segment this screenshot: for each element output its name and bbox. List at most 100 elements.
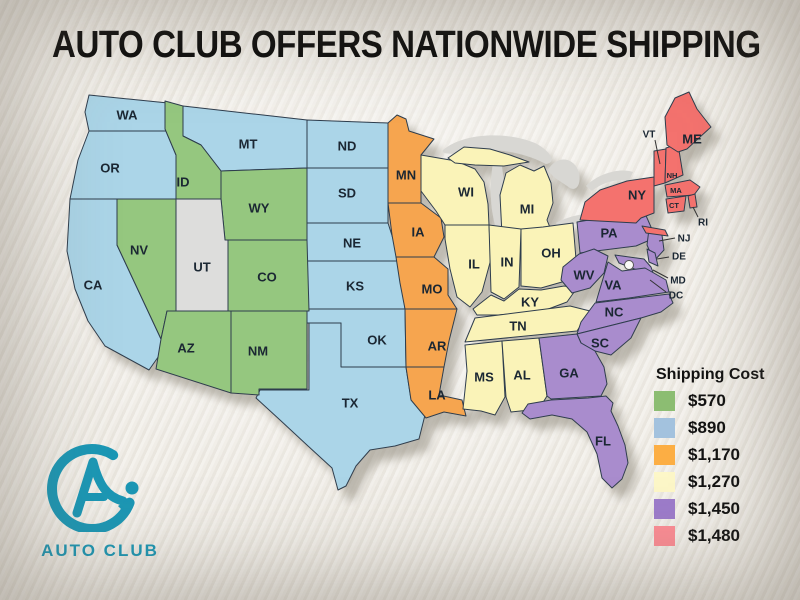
legend-title: Shipping Cost [656, 366, 765, 383]
state-nc [576, 293, 674, 335]
state-vt [653, 148, 667, 187]
legend-item-orange: $1,170 [654, 445, 764, 465]
state-label-ms: MS [474, 369, 494, 384]
state-ga [538, 333, 608, 400]
auto-club-logo: AUTO CLUB [28, 436, 172, 561]
state-label-ks: KS [346, 278, 364, 293]
state-va [595, 261, 670, 303]
legend-swatch-orange [654, 445, 675, 465]
legend-cost-label: $1,480 [688, 526, 740, 545]
state-label-ok: OK [367, 332, 387, 347]
legend-item-blue: $890 [654, 418, 764, 438]
logo-dot [125, 481, 139, 495]
state-label-la: LA [428, 387, 446, 402]
state-label-wv: WV [574, 267, 595, 282]
state-label-mo: MO [422, 281, 443, 296]
callout-line-de [656, 256, 670, 260]
logo-wordmark: AUTO CLUB [41, 541, 159, 560]
state-label-mn: MN [396, 167, 416, 182]
state-label-tx: TX [342, 395, 359, 410]
state-label-az: AZ [177, 340, 194, 355]
state-label-tn: TN [509, 318, 526, 333]
state-me [664, 91, 712, 153]
state-label-ar: AR [428, 338, 447, 353]
state-label-mt: MT [239, 136, 258, 151]
state-label-nc: NC [605, 304, 624, 319]
legend-item-red: $1,480 [654, 526, 764, 546]
state-label-ct: CT [669, 201, 679, 210]
state-label-il: IL [468, 256, 480, 271]
state-label-mi: MI [520, 201, 534, 216]
state-label-ma: MA [670, 186, 682, 195]
legend-cost-label: $570 [688, 391, 726, 410]
legend-rows: $570 $890 $1,170 $1,270 $1,450 $1,480 [654, 391, 764, 546]
state-label-al: AL [513, 367, 530, 382]
state-mi [447, 146, 530, 167]
state-label-oh: OH [541, 245, 561, 260]
callout-line-nj [658, 237, 676, 242]
state-or [69, 130, 177, 200]
state-wi [420, 154, 490, 226]
state-nm [230, 310, 308, 396]
state-label-sd: SD [338, 185, 356, 200]
state-label-or: OR [100, 160, 120, 175]
state-label-ca: CA [84, 277, 103, 292]
state-mo [395, 256, 458, 310]
state-label-id: ID [177, 174, 190, 189]
state-label-nd: ND [338, 138, 357, 153]
state-label-co: CO [257, 269, 277, 284]
state-la [405, 366, 467, 419]
state-label-wi: WI [458, 184, 474, 199]
state-callout-label-md: MD [670, 276, 686, 287]
state-callout-label-nj: NJ [678, 234, 691, 245]
state-callout-label-de: DE [672, 252, 686, 263]
state-label-ia: IA [412, 224, 426, 239]
great-lake-shape [548, 159, 580, 189]
state-ma [664, 179, 701, 198]
callout-line-md [652, 269, 669, 279]
state-ia [387, 202, 445, 258]
state-label-in: IN [501, 254, 514, 269]
state-mi [499, 164, 554, 236]
state-label-fl: FL [595, 433, 611, 448]
logo-swoosh-tip [118, 498, 130, 510]
state-fl [521, 395, 629, 489]
state-ny [641, 225, 669, 237]
legend-swatch-green [654, 391, 675, 411]
state-callout-label-vt: VT [643, 130, 656, 141]
legend-swatch-blue [654, 418, 675, 438]
state-label-nv: NV [130, 242, 148, 257]
state-label-va: VA [604, 277, 622, 292]
state-label-ga: GA [559, 365, 579, 380]
dc-marker-dot [624, 260, 634, 270]
state-label-me: ME [682, 131, 702, 146]
legend-swatch-purple [654, 499, 675, 519]
legend-item-purple: $1,450 [654, 499, 764, 519]
callout-line-ri [692, 206, 699, 218]
state-label-ky: KY [521, 294, 539, 309]
state-in [488, 224, 522, 300]
legend-item-yellow: $1,270 [654, 472, 764, 492]
state-label-wa: WA [117, 107, 139, 122]
state-label-nh: NH [667, 171, 678, 180]
legend-cost-label: $1,450 [688, 499, 740, 518]
state-ct [665, 195, 687, 214]
page-title: AUTO CLUB OFFERS NATIONWIDE SHIPPING [52, 24, 761, 66]
great-lake-shape [586, 170, 633, 191]
state-label-pa: PA [600, 225, 618, 240]
state-wv [560, 248, 609, 294]
legend-swatch-yellow [654, 472, 675, 492]
state-callout-label-ri: RI [698, 218, 708, 229]
state-callout-label-dc: DC [669, 291, 683, 302]
callout-line-dc [649, 279, 667, 293]
state-de [646, 248, 659, 267]
legend-swatch-red [654, 526, 675, 546]
state-label-ny: NY [628, 187, 646, 202]
great-lake-shape [442, 135, 552, 164]
state-label-ne: NE [343, 235, 361, 250]
state-label-nm: NM [248, 343, 268, 358]
logo-ring [47, 444, 135, 534]
legend: Shipping Cost $570 $890 $1,170 $1,270 $1,450… [654, 366, 764, 553]
